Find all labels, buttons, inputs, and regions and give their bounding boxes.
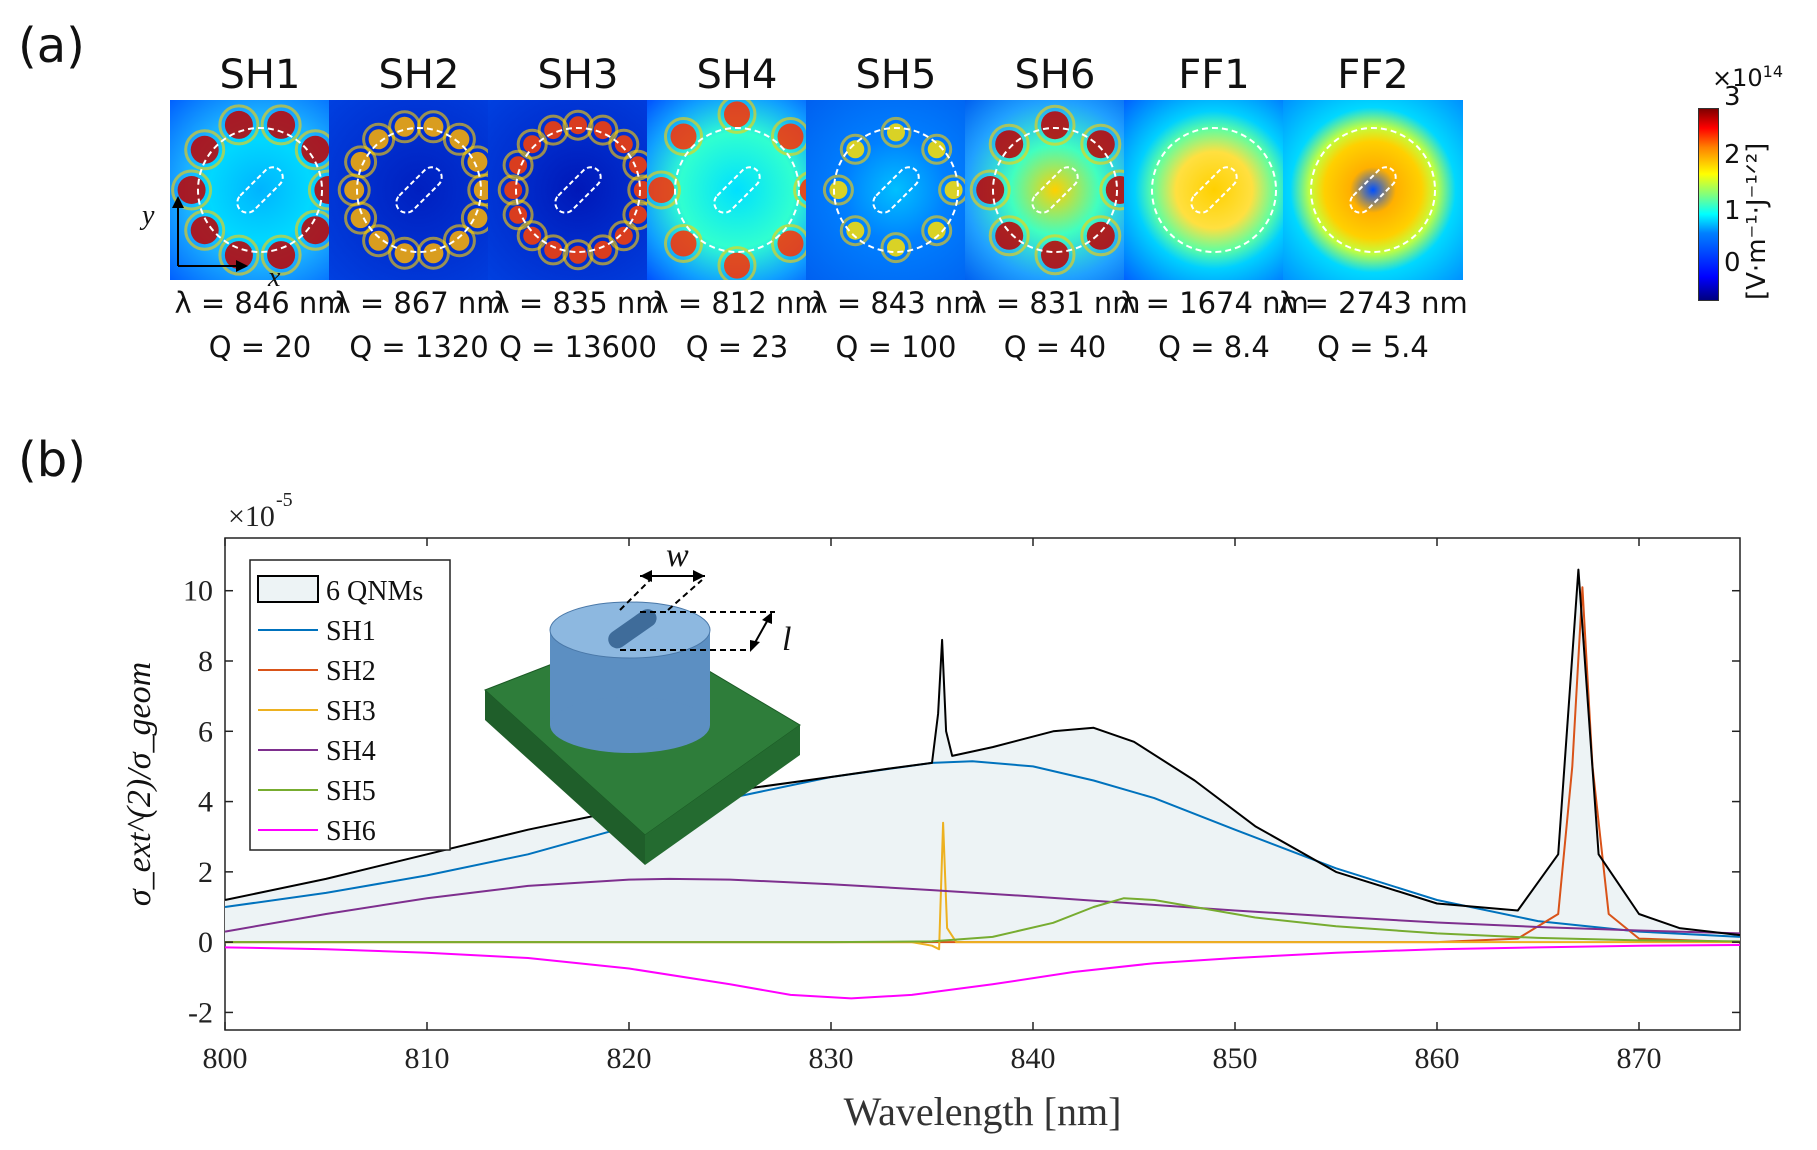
series-line-sh3: [225, 821, 1740, 951]
inset-l-label: l: [782, 621, 791, 658]
x-tick-label: 820: [607, 1042, 652, 1075]
mode-title-sh6: SH6: [1014, 52, 1096, 98]
mode-field-map-sh6: [965, 100, 1145, 280]
x-tick-label: 830: [809, 1042, 854, 1075]
y-tick-label: 0: [198, 926, 213, 959]
y-scale-exponent: -5: [276, 489, 293, 511]
xy-axes-indicator: [172, 196, 248, 272]
mode-q-factor: Q = 100: [835, 330, 957, 364]
mode-title-ff1: FF1: [1178, 52, 1250, 98]
inset-guide: [619, 579, 651, 611]
mode-q-factor: Q = 5.4: [1317, 330, 1429, 364]
mode-wavelength: λ = 846 nm: [174, 286, 346, 320]
mode-field-map-sh2: [329, 100, 509, 280]
legend-label: SH4: [326, 736, 376, 767]
mode-wavelength: λ = 2743 nm: [1278, 286, 1468, 320]
inset-disk-bottom: [550, 697, 710, 753]
legend-label: SH3: [326, 696, 376, 727]
series-line-sh6: [224, 944, 1741, 1000]
mode-q-factor: Q = 23: [685, 330, 789, 364]
mode-field-map-sh5: [806, 100, 986, 280]
mode-field-map-sh3: [488, 100, 668, 280]
colorbar-tick: 3: [1724, 82, 1741, 112]
mode-wavelength: λ = 812 nm: [651, 286, 823, 320]
x-tick-label: 810: [405, 1042, 450, 1075]
y-tick-label: 8: [198, 645, 213, 678]
mode-field-map-ff2: [1283, 100, 1463, 280]
mode-wavelength: λ = 843 nm: [810, 286, 982, 320]
series-line-sh2: [225, 586, 1741, 944]
x-axis-title: Wavelength [nm]: [844, 1089, 1122, 1134]
mode-q-factor: Q = 40: [1003, 330, 1107, 364]
x-tick-label: 850: [1213, 1042, 1258, 1075]
mode-wavelength: λ = 831 nm: [969, 286, 1141, 320]
mode-title-ff2: FF2: [1337, 52, 1409, 98]
legend-label: SH6: [326, 816, 376, 847]
y-tick-label: 4: [198, 786, 213, 819]
colorbar: [1698, 108, 1719, 301]
mode-wavelength: λ = 835 nm: [492, 286, 664, 320]
y-tick-label: 2: [198, 856, 213, 889]
panel-b-label: (b): [18, 432, 86, 488]
inset-l-arrowhead: [750, 640, 760, 652]
legend-label: SH1: [326, 616, 376, 647]
x-tick-label: 840: [1011, 1042, 1056, 1075]
inset-slot: [608, 609, 657, 649]
legend-box: [249, 559, 451, 851]
series-fill-6-qnms: [225, 569, 1740, 943]
x-tick-label: 860: [1415, 1042, 1460, 1075]
series-line-sh1: [224, 760, 1741, 938]
colorbar-tick: 0: [1724, 248, 1741, 278]
y-tick-label: -2: [188, 996, 213, 1029]
inset-l-arrowhead: [762, 612, 772, 624]
y-axis-title: σ_ext^(2)/σ_geom: [121, 662, 158, 906]
mode-field-map-ff1: [1124, 100, 1304, 280]
legend-label: 6 QNMs: [326, 576, 423, 607]
inset-w-arrowhead: [693, 570, 705, 582]
inset-w-arrowhead: [640, 570, 652, 582]
mode-title-sh3: SH3: [537, 52, 619, 98]
colorbar-tick: 1: [1724, 196, 1741, 226]
y-scale-label: ×10: [228, 500, 275, 533]
mode-q-factor: Q = 20: [208, 330, 312, 364]
mode-q-factor: Q = 8.4: [1158, 330, 1270, 364]
legend-swatch-6-qnms: [257, 575, 319, 603]
y-axis-label: y: [142, 200, 155, 231]
legend-label: SH2: [326, 656, 376, 687]
inset-substrate-right: [645, 725, 800, 865]
legend-label: SH5: [326, 776, 376, 807]
x-axis-label: x: [268, 262, 281, 293]
series-line-sh4: [224, 877, 1741, 935]
mode-title-sh4: SH4: [696, 52, 778, 98]
y-tick-label: 10: [183, 575, 213, 608]
colorbar-exponent: ×1014: [1712, 62, 1784, 92]
mode-q-factor: Q = 13600: [499, 330, 657, 364]
panel-a-label: (a): [18, 18, 85, 74]
mode-wavelength: λ = 1674 nm: [1119, 286, 1309, 320]
x-tick-label: 800: [203, 1042, 248, 1075]
mode-title-sh5: SH5: [855, 52, 937, 98]
mode-title-sh1: SH1: [219, 52, 301, 98]
colorbar-tick: 2: [1724, 140, 1741, 170]
mode-wavelength: λ = 867 nm: [333, 286, 505, 320]
inset-guide: [667, 579, 703, 611]
inset-substrate-left: [485, 690, 645, 865]
x-tick-label: 870: [1617, 1042, 1662, 1075]
y-tick-label: 6: [198, 715, 213, 748]
mode-title-sh2: SH2: [378, 52, 460, 98]
mode-q-factor: Q = 1320: [349, 330, 489, 364]
inset-w-label: w: [666, 537, 689, 574]
series-line-sh5: [225, 897, 1741, 944]
